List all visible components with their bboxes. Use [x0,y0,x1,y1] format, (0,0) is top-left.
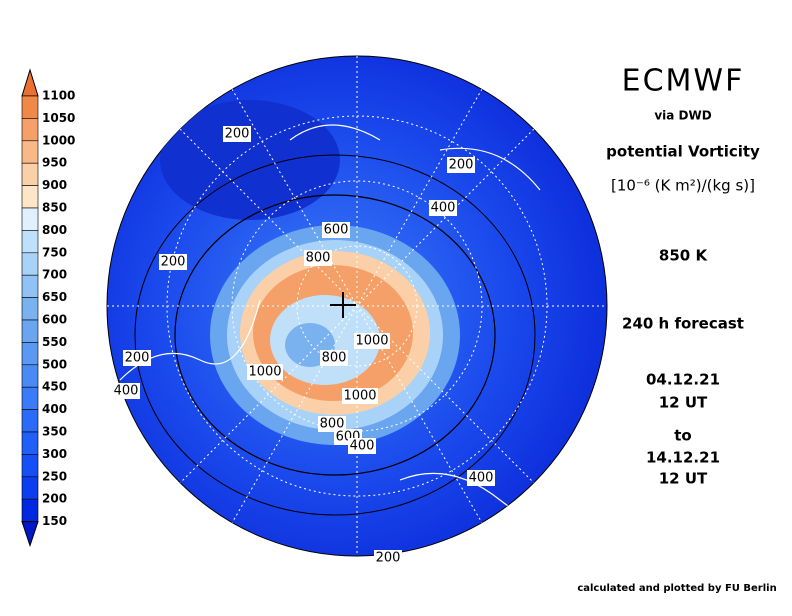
separator: to [674,427,691,445]
contour-label-bg [223,126,251,142]
contour-label: 400 [469,471,494,486]
start-date: 04.12.21 [646,371,720,389]
colorbar-bin [21,409,39,433]
contour-label: 800 [306,251,331,266]
contour-label-bg [447,157,475,173]
colorbar-label: 500 [42,357,67,371]
contour-label-bg [123,350,151,366]
level: 850 K [659,247,709,265]
contour-label-bg [467,470,495,486]
colorbar-label: 200 [42,492,67,506]
colorbar-label: 450 [42,380,67,394]
end-time: 12 UT [659,470,708,488]
contour-label: 200 [125,351,150,366]
colorbar-bin [21,364,39,388]
contour-label: 1000 [343,389,376,404]
colorbar-cap [21,521,39,548]
colorbar-label: 600 [42,313,67,327]
map [106,55,608,557]
colorbar-bin [21,207,39,231]
contour-label-bg [342,388,378,404]
contour-label: 200 [449,158,474,173]
colorbar-label: 900 [42,178,67,192]
source: via DWD [654,109,711,123]
contour-label: 1000 [248,365,281,380]
colorbar-label: 950 [42,156,67,170]
contour-label-bg [159,254,187,270]
contour-label: 200 [225,127,250,142]
footer: calculated and plotted by FU Berlin [577,583,776,594]
colorbar-label: 1000 [42,133,75,147]
colorbar-label: 1100 [42,89,75,103]
contour-label-bg [429,200,457,216]
colorbar-label: 800 [42,223,67,237]
contour-label-bg [112,383,140,399]
contour-label: 200 [376,551,401,566]
contour-label-bg [247,364,283,380]
quantity: potential Vorticity [606,143,760,161]
colorbar-label: 250 [42,469,67,483]
colorbar-bin [21,431,39,455]
contour-label: 400 [114,384,139,399]
contour-label: 600 [324,223,349,238]
contour-label-bg [348,438,376,454]
colorbar-label: 550 [42,335,67,349]
colorbar-bin [21,319,39,343]
colorbar-bin [21,95,39,119]
colorbar-label: 300 [42,447,67,461]
colorbar-bin [21,476,39,500]
colorbar-label: 150 [42,514,67,528]
contour-label-bg [354,333,390,349]
colorbar-bin [21,342,39,366]
colorbar-label: 1050 [42,111,75,125]
forecast: 240 h forecast [622,315,744,333]
colorbar-label: 700 [42,268,67,282]
colorbar-bin [21,185,39,209]
contour-label: 200 [161,255,186,270]
colorbar-bin [21,252,39,276]
colorbar-bin [21,162,39,186]
contour-label-bg [374,550,402,566]
colorbar-bin [21,454,39,478]
colorbar-label: 400 [42,402,67,416]
contour-label: 800 [320,417,345,432]
contour-label: 800 [322,351,347,366]
colorbar-cap [21,68,39,97]
contour-label: 400 [431,201,456,216]
colorbar-bin [21,230,39,254]
colorbar-bin [21,118,39,142]
colorbar-label: 850 [42,201,67,215]
contour-label: 400 [350,439,375,454]
title: ECMWF [622,64,745,99]
colorbar-label: 750 [42,245,67,259]
end-date: 14.12.21 [646,449,720,467]
units: [10⁻⁶ (K m²)/(kg s)] [611,177,755,195]
colorbar-label: 350 [42,425,67,439]
start-time: 12 UT [659,394,708,412]
colorbar-bin [21,498,39,522]
colorbar-bin [21,386,39,410]
contour-label-bg [322,222,350,238]
colorbar-label: 650 [42,290,67,304]
colorbar-bin [21,274,39,298]
colorbar-bin [21,297,39,321]
contour-label-bg [318,416,346,432]
contour-label-bg [304,250,332,266]
colorbar-bin [21,140,39,164]
contour-label: 1000 [355,334,388,349]
contour-label-bg [320,350,348,366]
